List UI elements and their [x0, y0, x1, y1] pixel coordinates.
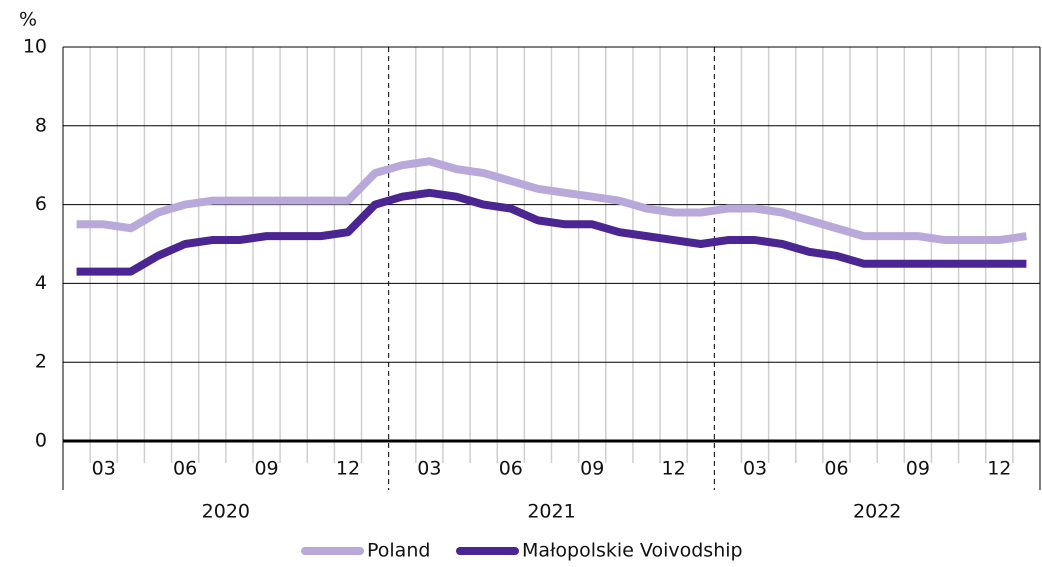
legend-label: Poland [367, 540, 430, 562]
year-label: 2021 [527, 501, 575, 523]
x-tick-label: 06 [499, 458, 523, 480]
y-tick-label: 4 [35, 272, 47, 294]
x-tick-label: 03 [743, 458, 767, 480]
x-tick-label: 03 [92, 458, 116, 480]
y-tick-label: 2 [35, 351, 47, 373]
x-tick-label: 12 [987, 458, 1011, 480]
x-tick-label: 12 [662, 458, 686, 480]
x-tick-label: 12 [336, 458, 360, 480]
series-line [76, 188, 1027, 276]
y-tick-label: 10 [23, 36, 47, 58]
x-tick-label: 03 [417, 458, 441, 480]
y-tick-label: 6 [35, 193, 47, 215]
year-label: 2020 [202, 501, 250, 523]
series-line [76, 157, 1028, 245]
x-tick-label: 06 [824, 458, 848, 480]
y-tick-label: 8 [35, 114, 47, 136]
x-tick-label: 06 [173, 458, 197, 480]
year-label: 2022 [853, 501, 901, 523]
legend-label: Małopolskie Voivodship [522, 540, 743, 562]
x-tick-label: 09 [254, 458, 278, 480]
x-tick-label: 09 [906, 458, 930, 480]
y-tick-label: 0 [35, 430, 47, 452]
y-axis-label: % [19, 9, 37, 31]
x-tick-label: 09 [580, 458, 604, 480]
